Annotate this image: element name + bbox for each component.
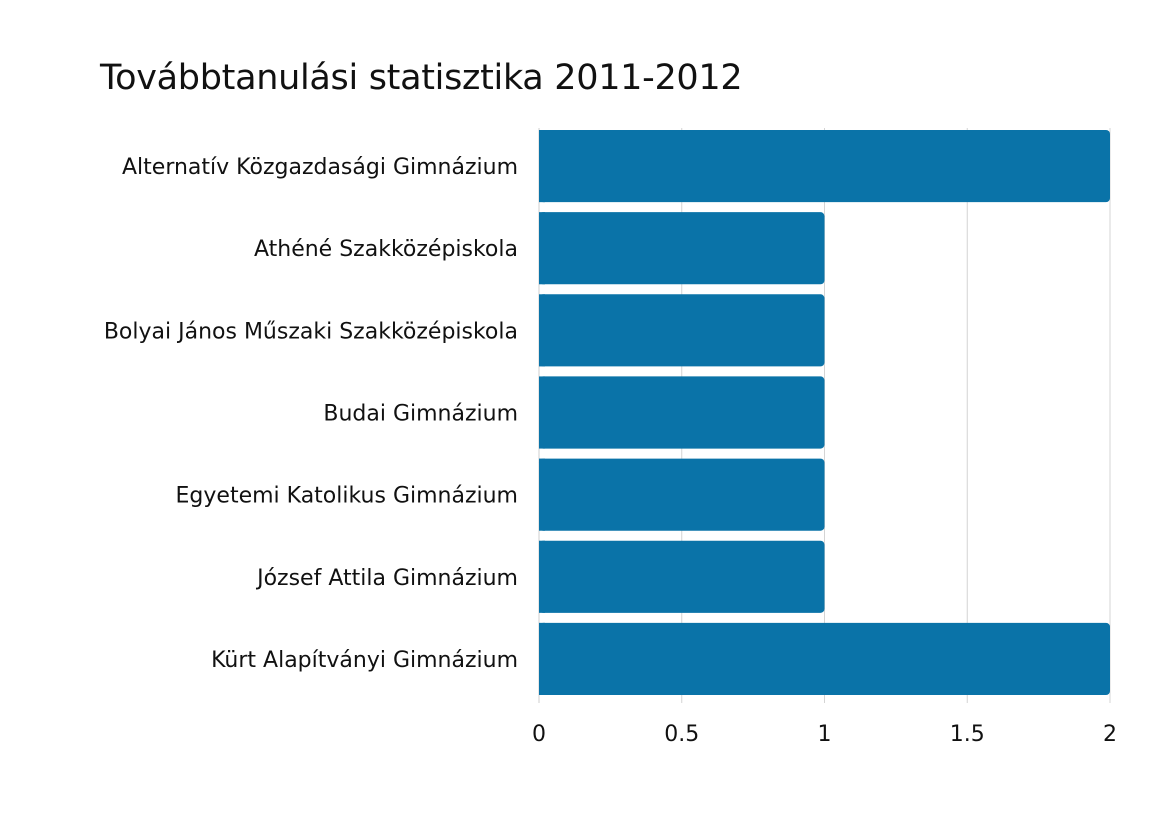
- category-label: Bolyai János Műszaki Szakközépiskola: [104, 319, 518, 344]
- category-label: Athéné Szakközépiskola: [254, 237, 518, 262]
- x-tick-label: 1.5: [950, 722, 985, 747]
- bar-base: [539, 130, 545, 203]
- bar-base: [539, 294, 545, 367]
- bar[interactable]: [539, 458, 825, 531]
- bar-base: [539, 376, 545, 449]
- bar-base: [539, 458, 545, 531]
- x-tick-label: 2: [1103, 722, 1117, 747]
- x-tick-labels: 0 0.5 1 1.5 2: [532, 722, 1117, 747]
- bar-base: [539, 540, 545, 613]
- bar[interactable]: [539, 212, 825, 285]
- category-label: Egyetemi Katolikus Gimnázium: [176, 484, 518, 509]
- x-tick-label: 0: [532, 722, 546, 747]
- bar[interactable]: [539, 294, 825, 367]
- bars: [539, 130, 1110, 695]
- category-labels: Alternatív Közgazdasági Gimnázium Athéné …: [104, 155, 518, 673]
- category-label: Kürt Alapítványi Gimnázium: [211, 648, 518, 673]
- bar[interactable]: [539, 540, 825, 613]
- x-tick-label: 0.5: [664, 722, 699, 747]
- x-tick-label: 1: [818, 722, 832, 747]
- chart-title: Továbbtanulási statisztika 2011-2012: [100, 58, 743, 98]
- bar-base: [539, 622, 545, 695]
- bar-base: [539, 212, 545, 285]
- category-label: Alternatív Közgazdasági Gimnázium: [122, 155, 518, 180]
- bar[interactable]: [539, 130, 1110, 203]
- bar[interactable]: [539, 622, 1110, 695]
- category-label: Budai Gimnázium: [323, 402, 518, 427]
- bar[interactable]: [539, 376, 825, 449]
- category-label: József Attila Gimnázium: [255, 566, 518, 591]
